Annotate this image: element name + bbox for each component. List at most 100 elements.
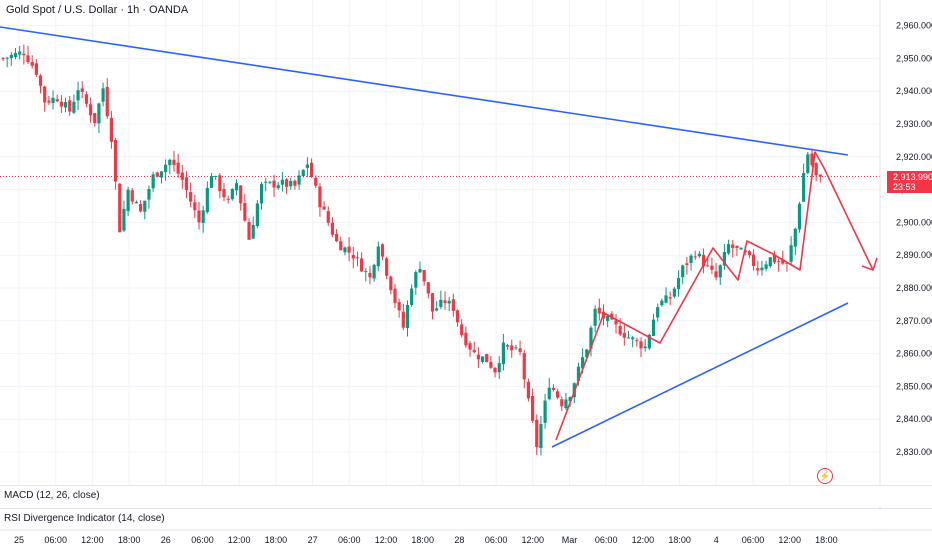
candle-body: [689, 255, 693, 263]
candle-body: [355, 257, 360, 259]
price-tick-label: 2,900.000: [896, 217, 932, 227]
time-tick-label: 18:00: [411, 535, 434, 545]
candle-body: [330, 222, 335, 235]
candle-body: [193, 202, 197, 211]
candle-body: [706, 265, 710, 267]
candle-body: [785, 262, 789, 264]
candle-body: [410, 288, 414, 305]
candle-body: [739, 248, 743, 250]
candle-body: [405, 304, 410, 329]
candle-body: [143, 200, 147, 212]
time-tick-label: 12:00: [375, 535, 398, 545]
candle-body: [710, 265, 714, 270]
candle-body: [647, 334, 651, 349]
candle-body: [172, 159, 176, 166]
candle-body: [497, 363, 501, 373]
candle-body: [772, 255, 777, 263]
candle-body: [480, 356, 485, 362]
candle-body: [30, 61, 34, 66]
candle-body: [72, 101, 76, 113]
candle-body: [314, 177, 318, 186]
candle-body: [176, 162, 180, 174]
candle-body: [547, 387, 551, 400]
candle-body: [230, 189, 234, 200]
candle-body: [226, 198, 230, 200]
candle-body: [681, 265, 685, 278]
candle-body: [393, 288, 397, 303]
candle-body: [339, 241, 343, 251]
time-tick-label: 4: [714, 535, 719, 545]
candle-body: [268, 181, 272, 183]
candle-body: [401, 311, 405, 328]
candle-body: [9, 54, 13, 59]
candle-body: [309, 162, 314, 177]
candle-body: [672, 288, 676, 297]
projection-arrowhead: [861, 257, 878, 272]
candle-body: [184, 177, 189, 190]
candle-body: [664, 295, 668, 303]
candle-body: [818, 174, 822, 177]
price-tick-label: 2,960.000: [896, 21, 932, 31]
candle-body: [68, 100, 72, 112]
candle-body: [159, 171, 164, 178]
candle-body: [5, 57, 9, 59]
candle-body: [802, 173, 806, 202]
time-axis: 25 06:00 12:00 18:00 26 06:00 12:00 18:00 27 06:0…: [0, 529, 932, 545]
candle-body: [360, 258, 364, 272]
price-tick-label: 2,870.000: [896, 316, 932, 326]
candle-body: [539, 424, 543, 448]
lightning-icon[interactable]: ⚡: [817, 468, 833, 484]
candle-body: [764, 264, 768, 269]
candle-body: [422, 270, 426, 282]
candle-body: [168, 159, 172, 166]
time-tick-label: 27: [308, 535, 318, 545]
rsi-pane[interactable]: RSI Divergence Indicator (14, close): [0, 508, 932, 529]
candle-body: [585, 349, 589, 358]
candle-body: [731, 244, 735, 248]
candle-body: [472, 350, 476, 353]
upper-trendline: [0, 26, 849, 156]
candle-body: [564, 399, 568, 409]
time-tick-label: 06:00: [595, 535, 618, 545]
candle-body: [234, 183, 239, 191]
macd-pane[interactable]: MACD (12, 26, close): [0, 485, 932, 506]
candle-body: [109, 117, 114, 142]
candle-body: [530, 395, 535, 421]
drawings: [0, 26, 878, 448]
rsi-label: RSI Divergence Indicator (14, close): [4, 513, 165, 524]
candle-body: [581, 357, 585, 369]
price-tick-label: 2,860.000: [896, 349, 932, 359]
candle-body: [239, 185, 243, 204]
candle-body: [485, 354, 489, 363]
candle-body: [276, 185, 280, 189]
time-tick-label: 18:00: [118, 535, 141, 545]
candle-body: [489, 361, 493, 368]
candle-body: [676, 278, 681, 290]
symbol-title[interactable]: Gold Spot / U.S. Dollar · 1h · OANDA: [6, 4, 189, 16]
candle-body: [264, 181, 268, 183]
candle-body: [418, 268, 422, 273]
candle-body: [718, 265, 722, 278]
candle-body: [243, 203, 247, 221]
candle-body: [47, 100, 51, 103]
time-tick-label: 06:00: [485, 535, 508, 545]
candle-body: [414, 272, 418, 288]
candle-body: [643, 346, 647, 349]
candle-body: [343, 247, 347, 253]
candle-body: [80, 88, 84, 92]
candle-body: [722, 252, 727, 266]
candle-body: [606, 316, 610, 321]
candle-body: [38, 75, 43, 86]
last-price-badge: 2,913.990 23:53: [887, 171, 932, 193]
candle-body: [622, 332, 626, 338]
wave-projection-path: [555, 151, 874, 441]
candle-body: [752, 254, 756, 267]
candle-body: [397, 302, 401, 311]
price-tick-label: 2,950.000: [896, 53, 932, 63]
candle-body: [685, 263, 689, 266]
candle-body: [760, 267, 764, 271]
candle-body: [164, 164, 168, 172]
candle-body: [797, 203, 802, 230]
candle-body: [518, 348, 522, 352]
